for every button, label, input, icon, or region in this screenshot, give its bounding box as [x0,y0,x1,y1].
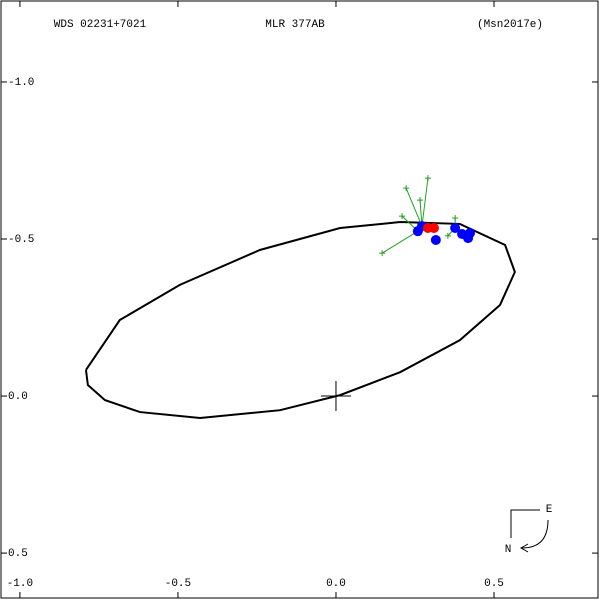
measurement [403,185,410,192]
residual [381,230,419,254]
compass-arrowhead [519,543,529,553]
compass-axes [510,509,540,538]
x-tick-label: -0.5 [165,578,191,590]
compass [510,509,549,553]
orbit [84,221,516,420]
compass-east: E [546,504,553,516]
x-tick-label: -1.0 [7,578,33,590]
observation [430,234,441,245]
y-tick-label: 0.0 [8,391,28,403]
measurement [399,213,406,220]
observation [428,223,439,234]
residual [405,187,423,227]
measurement [379,250,386,257]
x-tick-label: 0.0 [326,578,346,590]
compass-arrow [521,519,549,549]
reference: (Msn2017e) [477,19,543,31]
residual [421,178,429,227]
observation [464,228,475,239]
compass-north: N [505,544,512,556]
measurement [452,214,459,221]
x-tick-label: 0.5 [484,578,504,590]
y-tick-label: -1.0 [8,77,34,89]
measurement [417,197,424,204]
wds-label: WDS 02231+7021 [54,19,147,31]
measurement [424,175,431,182]
measurement [444,232,451,239]
y-tick-label: 0.5 [8,548,28,560]
y-tick-label: -0.5 [8,234,34,246]
chart-title: MLR 377AB [265,19,325,31]
observation [450,223,461,234]
